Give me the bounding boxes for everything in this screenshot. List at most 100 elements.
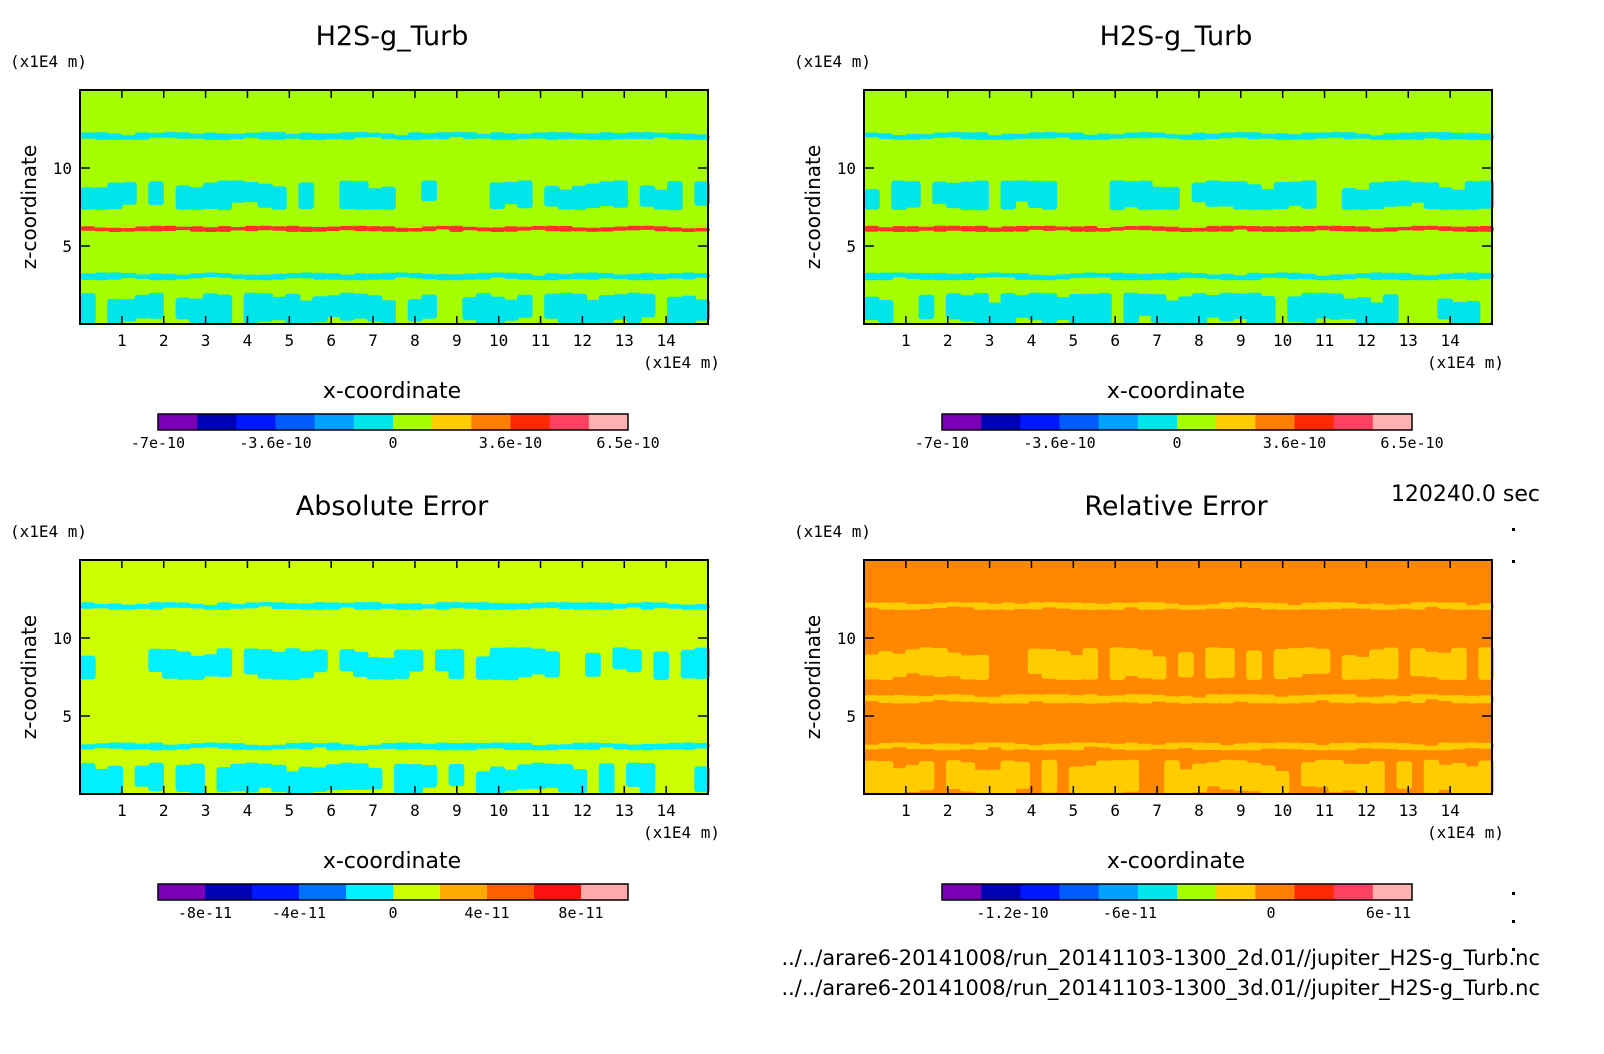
colorbar-swatch <box>1137 414 1178 430</box>
field-feature-patch <box>932 602 948 608</box>
field-feature-patch <box>1287 742 1303 750</box>
field-feature-patch <box>1191 273 1208 279</box>
field-feature-patch <box>1219 647 1235 678</box>
field-feature-patch <box>407 299 424 322</box>
field-feature-patch <box>271 132 287 140</box>
field-feature-patch <box>653 132 670 138</box>
colorbar-swatch <box>471 414 511 430</box>
field-feature-patch <box>959 273 976 281</box>
field-feature-patch <box>298 603 315 610</box>
field-feature-patch <box>864 189 880 210</box>
field-feature-patch <box>1232 694 1249 702</box>
field-feature-patch <box>571 742 588 750</box>
colorbar-swatch <box>1333 884 1374 900</box>
field-feature-patch <box>877 227 894 232</box>
field-feature-patch <box>1055 274 1071 280</box>
field-feature-patch <box>243 225 260 232</box>
field-feature-patch <box>80 762 96 794</box>
field-feature-patch <box>1000 133 1017 140</box>
field-feature-patch <box>1164 603 1180 609</box>
field-feature-patch <box>905 695 921 704</box>
colorbar-swatch <box>393 884 441 900</box>
field-feature-patch <box>1287 181 1303 206</box>
field-feature-patch <box>435 602 451 610</box>
field-feature-patch <box>1273 696 1290 704</box>
field-feature-patch <box>864 296 880 321</box>
field-feature-patch <box>1300 647 1317 674</box>
y-axis-unit: (x1E4 m) <box>10 522 87 541</box>
field-feature-patch <box>271 273 287 280</box>
field-feature-patch <box>1287 605 1303 610</box>
field-feature-patch <box>1205 762 1221 787</box>
y-tick-label: 10 <box>837 159 856 178</box>
x-tick-label: 4 <box>1027 801 1037 820</box>
field-feature-patch <box>175 764 192 792</box>
x-tick-label: 3 <box>985 331 995 350</box>
field-feature-patch <box>1109 760 1126 793</box>
field-feature-patch <box>1423 602 1440 607</box>
field-feature-patch <box>973 273 989 278</box>
field-feature-patch <box>571 293 588 324</box>
field-feature-patch <box>1014 273 1030 280</box>
colorbar-tick-label: 6e-11 <box>1366 904 1411 922</box>
colorbar-tick-label: -3.6e-10 <box>239 434 311 452</box>
field-feature-patch <box>1259 133 1276 139</box>
field-feature-patch <box>1178 134 1194 140</box>
field-feature-patch <box>1219 694 1235 704</box>
field-feature-patch <box>421 273 437 280</box>
field-feature-patch <box>1109 602 1126 610</box>
field-feature-patch <box>1355 656 1372 680</box>
field-feature-patch <box>339 649 356 672</box>
y-tick-label: 5 <box>62 237 72 256</box>
field-feature-patch <box>216 648 233 677</box>
field-feature-patch <box>680 604 697 610</box>
field-feature-patch <box>257 225 274 231</box>
field-feature-patch <box>905 649 921 674</box>
field-feature-patch <box>366 602 383 610</box>
field-feature-patch <box>1341 226 1358 232</box>
field-feature-patch <box>148 225 164 232</box>
field-feature-patch <box>1259 602 1276 610</box>
field-feature-patch <box>891 135 907 140</box>
colorbar-frame <box>157 883 629 901</box>
field-feature-patch <box>353 763 369 790</box>
field-feature-patch <box>680 133 697 140</box>
field-feature-patch <box>1341 602 1358 609</box>
field-feature-patch <box>1273 182 1290 210</box>
field-feature-patch <box>1041 132 1058 139</box>
field-feature-patch <box>932 648 948 677</box>
colorbar-swatch <box>1255 884 1295 900</box>
field-feature-patch <box>80 744 96 750</box>
field-feature-patch <box>1000 742 1017 751</box>
field-feature-patch <box>1150 132 1167 138</box>
field-feature-patch <box>891 272 907 278</box>
field-feature-patch <box>462 273 478 280</box>
field-feature-patch <box>1355 297 1372 324</box>
colorbar-tick-label: -7e-10 <box>131 434 185 452</box>
field-feature-patch <box>257 274 274 281</box>
y-axis-label: z-coordinate <box>801 615 825 739</box>
field-feature-patch <box>489 227 506 232</box>
colorbar-swatch <box>1294 414 1335 430</box>
field-feature-patch <box>1123 225 1140 230</box>
x-tick-label: 6 <box>326 801 336 820</box>
field-feature-patch <box>1000 760 1017 794</box>
field-feature-patch <box>271 764 287 793</box>
field-feature-patch <box>598 743 615 748</box>
field-feature-patch <box>544 651 560 678</box>
field-feature-patch <box>1123 759 1140 792</box>
field-feature-patch <box>1027 694 1044 702</box>
colorbar-swatch <box>1177 884 1217 900</box>
field-feature-patch <box>1219 602 1235 609</box>
field-feature-patch <box>1451 226 1467 232</box>
x-tick-label: 4 <box>1027 331 1037 350</box>
field-feature-patch <box>1027 180 1044 208</box>
field-feature-patch <box>475 656 492 680</box>
field-feature-patch <box>1300 762 1317 787</box>
field-feature-patch <box>189 604 205 609</box>
x-tick-label: 1 <box>117 331 127 350</box>
field-feature-patch <box>421 133 437 140</box>
field-feature-patch <box>1137 132 1153 139</box>
colorbar-tick-label: 0 <box>388 434 397 452</box>
field-feature-patch <box>1000 180 1017 210</box>
